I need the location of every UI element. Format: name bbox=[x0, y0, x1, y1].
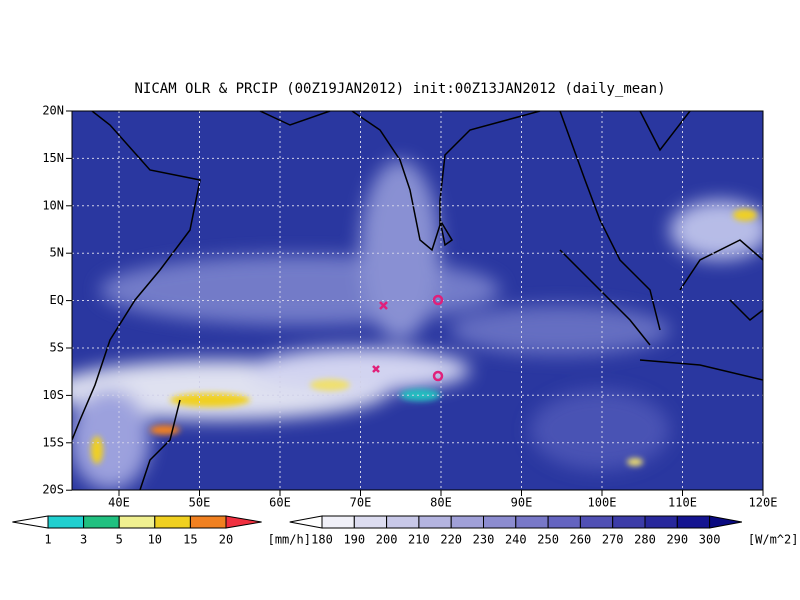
lat-label: 10N bbox=[42, 198, 64, 212]
colorbar-label: 5 bbox=[116, 533, 123, 547]
colorbar-segment bbox=[547, 515, 581, 529]
lat-label: 5N bbox=[50, 246, 64, 260]
colorbar-segment bbox=[676, 515, 711, 529]
lon-label: 60E bbox=[269, 496, 291, 510]
colorbar-segment bbox=[579, 515, 614, 529]
colorbar-over bbox=[225, 515, 262, 529]
colorbar-label: 200 bbox=[376, 533, 398, 547]
colorbar-label: 270 bbox=[602, 533, 624, 547]
lon-label: 120E bbox=[749, 496, 778, 510]
colorbar-segment bbox=[154, 515, 191, 529]
colorbar-label: 230 bbox=[473, 533, 495, 547]
lat-label: 20S bbox=[42, 483, 64, 497]
lat-label: 10S bbox=[42, 388, 64, 402]
colorbar-label: 280 bbox=[634, 533, 656, 547]
colorbar-label: 220 bbox=[440, 533, 462, 547]
colorbar-segment bbox=[118, 515, 156, 529]
colorbar-segment bbox=[483, 515, 517, 529]
colorbar-label: 260 bbox=[570, 533, 592, 547]
lon-label: 100E bbox=[588, 496, 617, 510]
colorbar-segment bbox=[386, 515, 420, 529]
lat-label: 15S bbox=[42, 435, 64, 449]
colorbar-segment bbox=[321, 515, 355, 529]
colorbar-label: 3 bbox=[80, 533, 87, 547]
colorbar-segment bbox=[418, 515, 452, 529]
colorbar-label: 190 bbox=[343, 533, 365, 547]
colorbar-under bbox=[289, 515, 323, 529]
colorbar-over bbox=[709, 515, 742, 529]
colorbar-segment bbox=[515, 515, 549, 529]
colorbar-label: 10 bbox=[148, 533, 162, 547]
lon-label: 70E bbox=[350, 496, 372, 510]
colorbar-segment bbox=[83, 515, 120, 529]
colorbar-segment bbox=[612, 515, 646, 529]
colorbar-label: 1 bbox=[44, 533, 51, 547]
colorbar-label: 210 bbox=[408, 533, 430, 547]
lon-label: 110E bbox=[668, 496, 697, 510]
colorbar-label: 300 bbox=[699, 533, 721, 547]
title: NICAM OLR & PRCIP (00Z19JAN2012) init:00… bbox=[134, 81, 665, 97]
lat-label: EQ bbox=[50, 293, 64, 307]
colorbar-unit: [mm/h] bbox=[268, 533, 311, 547]
lon-label: 80E bbox=[430, 496, 452, 510]
colorbar-label: 180 bbox=[311, 533, 333, 547]
colorbar-segment bbox=[644, 515, 678, 529]
lon-label: 40E bbox=[108, 496, 130, 510]
map bbox=[72, 111, 763, 490]
colorbar-segment bbox=[353, 515, 388, 529]
colorbar-label: 15 bbox=[183, 533, 197, 547]
lon-label: 90E bbox=[511, 496, 533, 510]
colorbar-segment bbox=[47, 515, 85, 529]
lat-label: 15N bbox=[42, 151, 64, 165]
lat-label: 5S bbox=[50, 341, 64, 355]
colorbar-under bbox=[12, 515, 49, 529]
colorbar-unit: [W/m^2] bbox=[748, 533, 799, 547]
colorbar-label: 240 bbox=[505, 533, 527, 547]
colorbar-label: 20 bbox=[219, 533, 233, 547]
lon-label: 50E bbox=[189, 496, 211, 510]
colorbar-label: 250 bbox=[537, 533, 559, 547]
colorbar-label: 290 bbox=[666, 533, 688, 547]
lat-label: 20N bbox=[42, 104, 64, 118]
colorbar-segment bbox=[450, 515, 485, 529]
colorbar-segment bbox=[189, 515, 227, 529]
